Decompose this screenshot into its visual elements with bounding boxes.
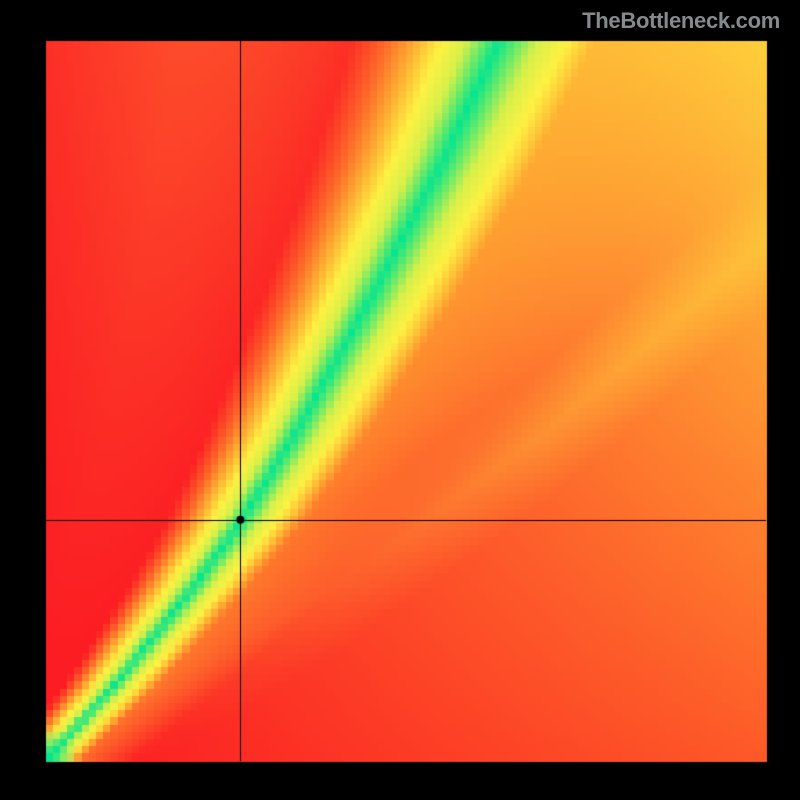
chart-container: TheBottleneck.com — [0, 0, 800, 800]
bottleneck-heatmap-canvas — [0, 0, 800, 800]
source-watermark: TheBottleneck.com — [582, 8, 780, 34]
